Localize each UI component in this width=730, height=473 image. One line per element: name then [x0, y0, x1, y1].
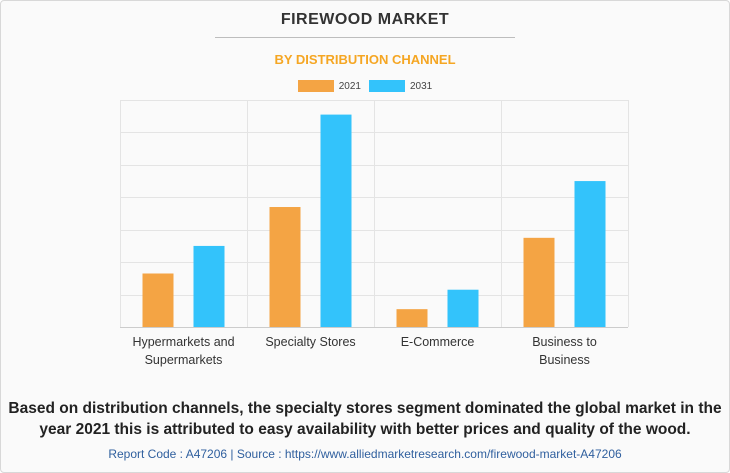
legend-item-2021[interactable]: 2021 — [297, 80, 361, 92]
legend-label-2031: 2031 — [410, 80, 433, 92]
bar-2021-e-commerce — [396, 309, 428, 327]
bar-2021-business-to-business — [523, 237, 555, 327]
bar-2031-e-commerce — [447, 289, 479, 327]
x-tick-label: Hypermarkets and Supermarkets — [132, 335, 234, 367]
legend-swatch-2031 — [369, 80, 405, 92]
legend-label-2021: 2021 — [338, 80, 361, 92]
chart-title: FIREWOOD MARKET — [280, 11, 450, 28]
legend-swatch-2021 — [297, 80, 334, 92]
bar-2031-specialty-stores — [320, 114, 352, 327]
source-footer[interactable]: Report Code : A47206 | Source : https://… — [108, 447, 622, 461]
bar-2021-specialty-stores — [269, 207, 301, 327]
chart-subtitle: BY DISTRIBUTION CHANNEL — [274, 52, 456, 67]
x-tick-label: Business to Business — [532, 335, 597, 367]
bar-2031-business-to-business — [574, 181, 606, 327]
x-tick-label: Specialty Stores — [265, 335, 355, 349]
legend-item-2031[interactable]: 2031 — [369, 80, 432, 92]
chart-caption: Based on distribution channels, the spec… — [8, 400, 722, 438]
bar-2031-hypermarkets-and-supermarkets — [193, 245, 225, 327]
chart-legend: 2021 2031 — [0, 80, 730, 92]
bar-chart: Hypermarkets and Supermarkets Specialty St… — [120, 100, 629, 367]
bar-2021-hypermarkets-and-supermarkets — [142, 273, 174, 327]
x-tick-label: E-Commerce — [401, 335, 475, 349]
title-divider — [215, 37, 515, 38]
